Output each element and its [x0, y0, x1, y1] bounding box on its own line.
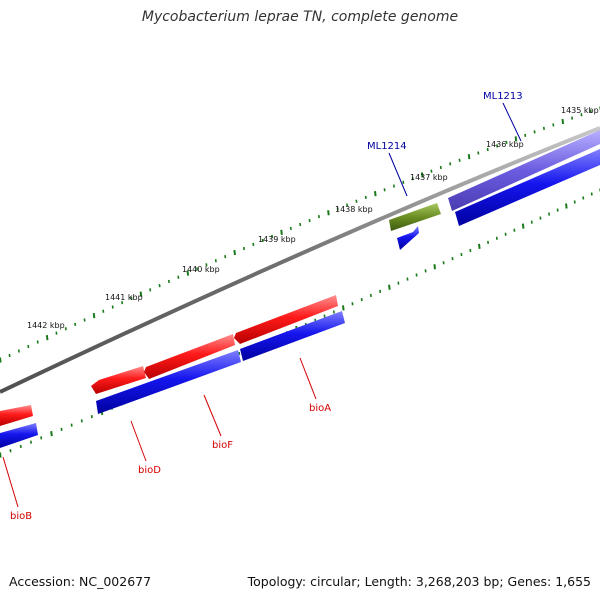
- leader-ML1213: [502, 102, 522, 142]
- leader-bioD: [130, 420, 147, 462]
- gene-label-bioD[interactable]: bioD: [138, 465, 161, 476]
- tick-label-1439: 1439 kbp: [258, 235, 296, 244]
- outer-tick-mark: [514, 136, 518, 142]
- highlight-features: [389, 130, 600, 231]
- tick-label-1441: 1441 kbp: [105, 293, 143, 302]
- inner-tick-mark: [342, 305, 345, 311]
- tick-label-1440: 1440 kbp: [182, 265, 220, 274]
- outer-tick-mark: [327, 210, 330, 216]
- outer-tick-mark: [0, 357, 2, 363]
- map-title: Mycobacterium leprae TN, complete genome: [141, 9, 459, 25]
- cds-blue-ml1214-region[interactable]: [397, 226, 419, 250]
- cds-bioA-forward[interactable]: [234, 295, 338, 344]
- tick-label-1438: 1438 kbp: [335, 205, 373, 214]
- tick-labels: 1435 kbp 1436 kbp 1437 kbp 1438 kbp 1439…: [27, 106, 599, 330]
- leader-bioF: [203, 394, 222, 437]
- cds-bioB-forward[interactable]: [0, 405, 33, 426]
- tick-label-1436: 1436 kbp: [486, 140, 524, 149]
- gene-label-bioB[interactable]: bioB: [10, 511, 32, 522]
- forward-cds-track: [0, 295, 338, 426]
- tick-label-1435: 1435 kbp: [561, 106, 599, 115]
- genome-backbone: [0, 126, 600, 394]
- cds-blue-bioD-bioF-region[interactable]: [96, 350, 241, 414]
- tick-label-1437: 1437 kbp: [410, 173, 448, 182]
- cds-blue-ml1213-region[interactable]: [455, 149, 600, 226]
- cds-ML1213[interactable]: [448, 130, 600, 211]
- cds-blue-bioB-region[interactable]: [0, 423, 38, 448]
- inner-tick-mark: [50, 431, 53, 437]
- leader-ML1214: [388, 152, 408, 197]
- outer-tick-mark: [92, 312, 96, 319]
- leader-bioA: [299, 357, 317, 400]
- gene-label-bioF[interactable]: bioF: [212, 440, 233, 451]
- inner-tick-ring: [0, 188, 600, 458]
- inner-tick-mark: [433, 264, 436, 270]
- cds-ML1214[interactable]: [389, 203, 441, 231]
- gene-labels: bioB bioD bioF bioA ML1214 ML1213: [10, 91, 523, 522]
- outer-tick-mark: [561, 118, 565, 125]
- accession-text: Accession: NC_002677: [9, 574, 152, 589]
- outer-tick-mark: [45, 334, 49, 341]
- cds-bioD-forward[interactable]: [91, 366, 146, 394]
- gene-label-bioA[interactable]: bioA: [309, 403, 331, 414]
- label-leaders: [2, 102, 522, 508]
- outer-tick-mark: [374, 190, 377, 197]
- inner-tick-mark: [521, 223, 525, 229]
- outer-tick-mark: [420, 172, 424, 178]
- outer-tick-mark: [186, 270, 190, 276]
- cds-blue-bioA-region[interactable]: [240, 311, 345, 361]
- cds-bioF-forward[interactable]: [144, 334, 235, 379]
- genome-summary-text: Topology: circular; Length: 3,268,203 bp…: [247, 574, 591, 589]
- outer-tick-mark: [139, 291, 143, 297]
- inner-tick-mark: [0, 452, 2, 458]
- outer-tick-mark: [233, 249, 236, 256]
- reverse-cds-track: [0, 149, 600, 448]
- gene-label-ML1214[interactable]: ML1214: [367, 141, 407, 152]
- gene-label-ML1213[interactable]: ML1213: [483, 91, 523, 102]
- inner-tick-mark: [478, 243, 481, 250]
- tick-label-1442: 1442 kbp: [27, 321, 65, 330]
- outer-tick-mark: [280, 229, 283, 236]
- leader-bioB: [2, 456, 19, 508]
- outer-tick-ring: [0, 106, 600, 363]
- outer-tick-mark: [467, 154, 471, 160]
- inner-tick-mark: [388, 284, 391, 290]
- inner-tick-mark: [565, 203, 568, 209]
